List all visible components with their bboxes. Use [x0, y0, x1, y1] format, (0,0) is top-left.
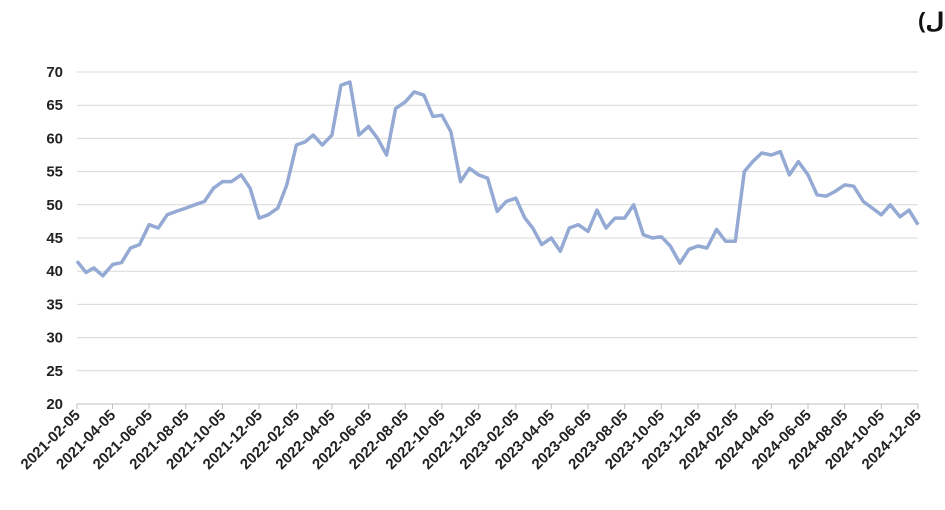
y-tick-label: 50 [46, 197, 63, 214]
y-tick-label: 45 [46, 230, 63, 247]
y-tick-label: 30 [46, 330, 63, 347]
y-tick-label: 65 [46, 97, 63, 114]
y-tick-label: 35 [46, 296, 63, 313]
y-tick-label: 25 [46, 363, 63, 380]
y-tick-label: 55 [46, 164, 63, 181]
chart-title: تطور حصة ملكية المستثمرين الأجانب المؤسس… [918, 6, 945, 34]
y-tick-label: 70 [46, 64, 63, 81]
y-tick-label: 20 [46, 396, 63, 413]
y-tick-label: 40 [46, 263, 63, 280]
y-tick-label: 60 [46, 130, 63, 147]
data-line [75, 80, 920, 278]
